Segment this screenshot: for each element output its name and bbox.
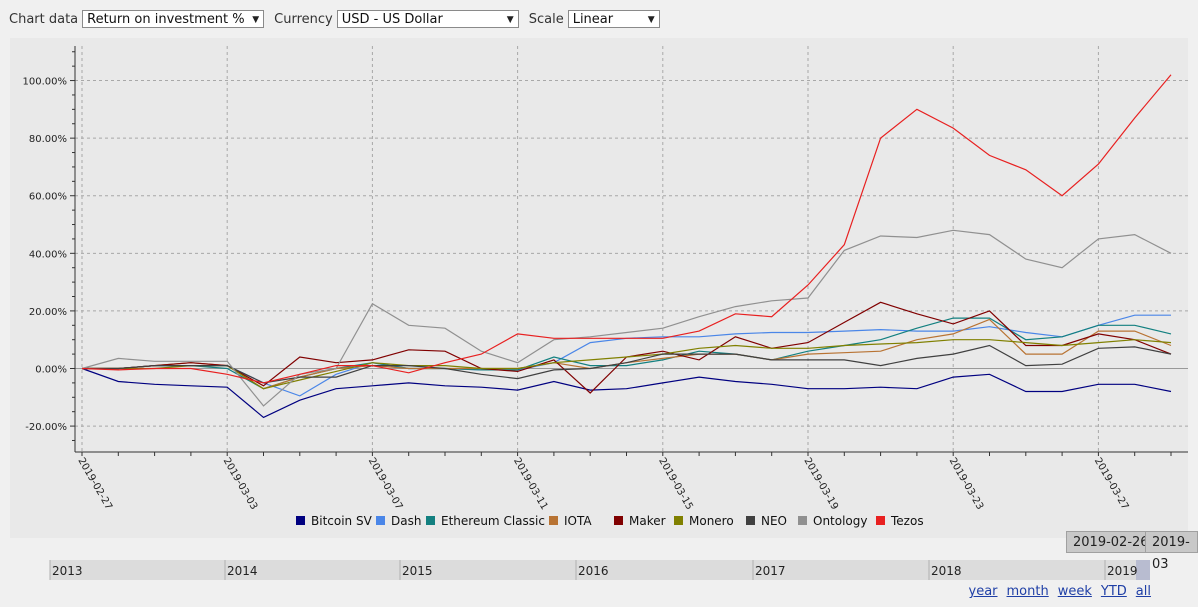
y-tick-label: 60.00% (29, 192, 67, 203)
navigator-track (50, 560, 1148, 580)
period-link-all[interactable]: all (1135, 584, 1151, 599)
series-line-bitcoin-sv[interactable] (81, 367, 1172, 419)
legend-item[interactable]: Ontology (798, 514, 868, 528)
legend-item[interactable]: Bitcoin SV (296, 514, 373, 528)
legend-label: Tezos (890, 514, 924, 528)
roi-line-chart: -20.00% 0.00% 20.00% 40.00% 60.00% 80.00% 100.… (10, 38, 1188, 540)
y-tick-label: 80.00% (29, 134, 67, 145)
series-line-ontology[interactable] (81, 229, 1172, 407)
legend-swatch (376, 516, 385, 525)
currency-label: Currency (274, 11, 333, 27)
navigator-year-label: 2014 (227, 564, 258, 578)
chart-area: -20.00% 0.00% 20.00% 40.00% 60.00% 80.00% 100.… (0, 38, 1198, 542)
period-links: year month week YTD all (969, 584, 1152, 599)
legend-item[interactable]: Ethereum Classic (426, 514, 545, 528)
legend-swatch (614, 516, 623, 525)
legend-label: Monero (689, 514, 734, 528)
legend-item[interactable]: Tezos (876, 514, 924, 528)
navigator-year-label: 2016 (578, 564, 609, 578)
chart-data-label: Chart data (9, 11, 79, 27)
chevron-down-icon: ▼ (252, 15, 260, 25)
y-tick-label: 0.00% (35, 364, 67, 375)
legend-swatch (296, 516, 305, 525)
legend-swatch (746, 516, 755, 525)
range-end-flag[interactable]: 2019-03 (1145, 531, 1198, 572)
navigator-year-label: 2013 (52, 564, 83, 578)
legend-item[interactable]: IOTA (549, 514, 592, 528)
chevron-down-icon: ▼ (506, 15, 514, 25)
chart-background (10, 38, 1188, 540)
scale-select[interactable]: Linear ▼ (567, 10, 660, 28)
range-start-flag[interactable]: 2019-02-26 (1066, 531, 1156, 553)
period-link-year[interactable]: year (968, 584, 998, 599)
series-line-tezos[interactable] (81, 74, 1172, 384)
legend-swatch (674, 516, 683, 525)
navigator-timeline[interactable]: 2013 2014 2015 2016 2017 2018 2019 (0, 558, 1198, 588)
navigator-selection[interactable] (1136, 560, 1150, 580)
legend-swatch (798, 516, 807, 525)
chevron-down-icon: ▼ (647, 15, 655, 25)
legend-swatch (876, 516, 885, 525)
period-link-month[interactable]: month (1006, 584, 1049, 599)
legend-swatch (426, 516, 435, 525)
legend-item[interactable]: Monero (674, 514, 734, 528)
navigator-year-label: 2018 (931, 564, 962, 578)
legend-item[interactable]: Maker (614, 514, 666, 528)
legend-label: IOTA (564, 514, 592, 528)
chart-data-select[interactable]: Return on investment % ▼ (82, 10, 265, 28)
scale-label: Scale (528, 11, 564, 27)
legend-label: Ontology (813, 514, 868, 528)
legend-item[interactable]: Dash (376, 514, 421, 528)
navigator-year-label: 2019 (1107, 564, 1138, 578)
period-link-week[interactable]: week (1057, 584, 1092, 599)
legend-label: Bitcoin SV (311, 514, 373, 528)
currency-select-value: USD - US Dollar (341, 12, 443, 27)
legend-swatch (549, 516, 558, 525)
navigator-year-label: 2017 (755, 564, 786, 578)
legend-label: Dash (391, 514, 421, 528)
series-line-monero[interactable] (82, 339, 1172, 390)
legend-label: NEO (761, 514, 787, 528)
chart-controls: Chart data Return on investment % ▼ Curr… (0, 8, 660, 30)
y-tick-label: -20.00% (25, 422, 67, 433)
period-link-ytd[interactable]: YTD (1100, 584, 1127, 599)
currency-select[interactable]: USD - US Dollar ▼ (336, 10, 519, 28)
legend-label: Ethereum Classic (441, 514, 545, 528)
navigator-year-label: 2015 (402, 564, 433, 578)
scale-select-value: Linear (572, 12, 614, 27)
y-tick-label: 100.00% (23, 77, 68, 88)
legend-label: Maker (629, 514, 666, 528)
y-tick-label: 20.00% (29, 307, 67, 318)
legend-item[interactable]: NEO (746, 514, 787, 528)
chart-data-select-value: Return on investment % (87, 12, 245, 27)
y-tick-label: 40.00% (29, 249, 67, 260)
